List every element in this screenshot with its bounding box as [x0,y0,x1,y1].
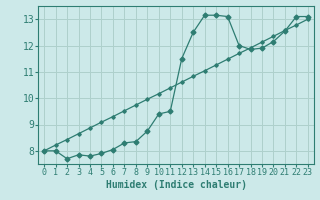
X-axis label: Humidex (Indice chaleur): Humidex (Indice chaleur) [106,180,246,190]
